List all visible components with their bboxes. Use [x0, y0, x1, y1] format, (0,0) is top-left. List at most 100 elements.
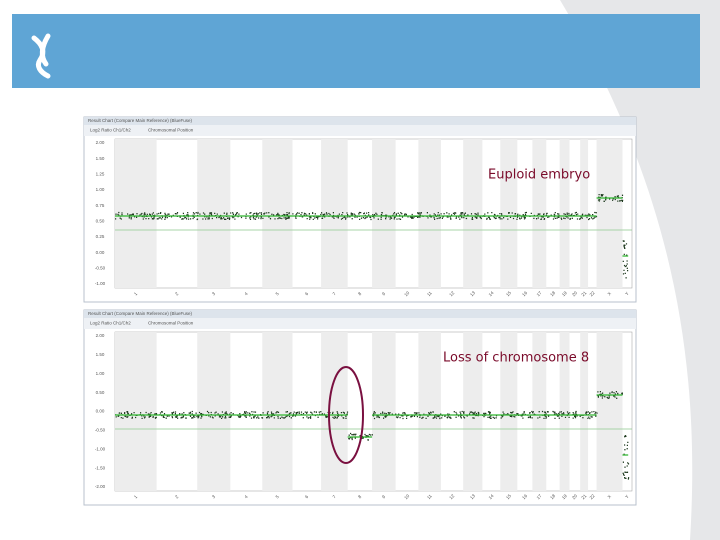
- chromosome-label: X: [606, 291, 612, 297]
- chromosome-band: [115, 139, 157, 288]
- chromosome-label: 3: [211, 494, 217, 500]
- window-title: Result Chart (Compare Main Reference) (B…: [88, 311, 193, 316]
- chromosome-label: 13: [469, 493, 476, 500]
- chromosome-label: 10: [403, 493, 410, 500]
- chromosome-label: 12: [448, 493, 455, 500]
- header-bar: [12, 14, 700, 88]
- chromosome-label: 11: [426, 290, 433, 297]
- chromosome-label: 1: [133, 494, 139, 500]
- chromosome-band: [596, 332, 623, 491]
- chromosome-label: 8: [357, 291, 363, 297]
- highlight-ellipse: [328, 366, 364, 464]
- chromosome-label: 15: [505, 493, 512, 500]
- chromosome-label: 2: [174, 494, 180, 500]
- toolbar-item: Chromosomal Position: [148, 321, 194, 326]
- y-label: 0.00: [96, 409, 105, 414]
- toolbar-item: Chromosomal Position: [148, 128, 194, 133]
- chromosome-label: 19: [561, 290, 568, 297]
- y-label: -1.00: [95, 446, 106, 451]
- chromosome-label: 8: [357, 494, 363, 500]
- chromosome-band: [559, 332, 570, 491]
- chromosome-band: [372, 139, 396, 288]
- chromosome-label: 10: [403, 290, 410, 297]
- y-label: 0.75: [96, 203, 105, 208]
- chromosome-band: [580, 139, 589, 288]
- y-label: 0.25: [96, 234, 105, 239]
- toolbar: [84, 318, 636, 329]
- chromosome-label: 9: [381, 494, 387, 500]
- y-label: 2.00: [96, 333, 105, 338]
- y-label: -1.50: [95, 465, 106, 470]
- chromosome-label: 16: [521, 290, 528, 297]
- chromosome-band: [418, 139, 441, 288]
- chromosome-label: 18: [549, 290, 556, 297]
- chromosome-label: 21: [580, 290, 587, 297]
- swoosh: [560, 0, 720, 540]
- chromosome-label: 6: [304, 494, 310, 500]
- chromosome-band: [197, 139, 231, 288]
- window-title: Result Chart (Compare Main Reference) (B…: [88, 118, 193, 123]
- y-label: 1.00: [96, 371, 105, 376]
- y-label: 0.50: [96, 219, 105, 224]
- chromosome-label: Y: [624, 494, 630, 500]
- y-label: 1.50: [96, 156, 105, 161]
- chromosome-label: 22: [589, 493, 596, 500]
- chromosome-label: X: [606, 494, 612, 500]
- chromosome-label: 9: [381, 291, 387, 297]
- chromosome-label: 5: [275, 291, 281, 297]
- chromosome-band: [321, 332, 348, 491]
- chromosome-band: [463, 139, 483, 288]
- chromosome-label: 6: [304, 291, 310, 297]
- chromosome-label: 17: [536, 493, 543, 500]
- chromosome-label: 20: [571, 493, 578, 500]
- chromosome-label: 18: [549, 493, 556, 500]
- chromosome-label: 5: [275, 494, 281, 500]
- y-label: 0.00: [96, 250, 105, 255]
- chromosome-band: [321, 139, 348, 288]
- title-bar: [84, 117, 636, 125]
- chromosome-label: 11: [426, 493, 433, 500]
- y-label: 0.50: [96, 390, 105, 395]
- segment-line: [115, 197, 629, 257]
- annotation: Euploid embryo: [488, 168, 590, 183]
- chromosome-band: [418, 332, 441, 491]
- chromosome-label: 13: [469, 290, 476, 297]
- annotation: Loss of chromosome 8: [443, 351, 589, 366]
- chromosome-label: 15: [505, 290, 512, 297]
- chromosome-label: 12: [448, 290, 455, 297]
- title-bar: [84, 310, 636, 318]
- y-label: 1.25: [96, 172, 105, 177]
- chromosome-label: 7: [332, 494, 338, 500]
- chromosome-label: 1: [133, 291, 139, 297]
- chromosome-label: 22: [589, 290, 596, 297]
- y-label: -0.50: [95, 428, 106, 433]
- toolbar-item: Log2 Ratio Ch1/Ch2: [90, 321, 131, 326]
- y-label: -2.00: [95, 484, 106, 489]
- chromosome-label: 16: [521, 493, 528, 500]
- chromosome-label: 3: [211, 291, 217, 297]
- chromosome-band: [596, 139, 623, 288]
- chromosome-band: [115, 332, 157, 491]
- toolbar-item: Log2 Ratio Ch1/Ch2: [90, 128, 131, 133]
- chromosome-label: 14: [488, 493, 495, 500]
- chromosome-label: 4: [243, 291, 249, 297]
- segment-line: [115, 394, 629, 456]
- chromosome-label: 19: [561, 493, 568, 500]
- chromosome-label: Y: [624, 291, 630, 297]
- chromosome-label: 21: [580, 493, 587, 500]
- y-label: -0.50: [95, 266, 106, 271]
- toolbar: [84, 125, 636, 136]
- logo: [31, 33, 51, 79]
- chromosome-band: [500, 332, 518, 491]
- chromosome-label: 20: [571, 290, 578, 297]
- y-label: 1.50: [96, 352, 105, 357]
- y-label: 1.00: [96, 187, 105, 192]
- chromosome-band: [463, 332, 483, 491]
- chromosome-label: 7: [332, 291, 338, 297]
- y-label: -1.00: [95, 281, 106, 286]
- chromosome-label: 4: [243, 494, 249, 500]
- chromosome-label: 17: [536, 290, 543, 297]
- chromosome-band: [197, 332, 231, 491]
